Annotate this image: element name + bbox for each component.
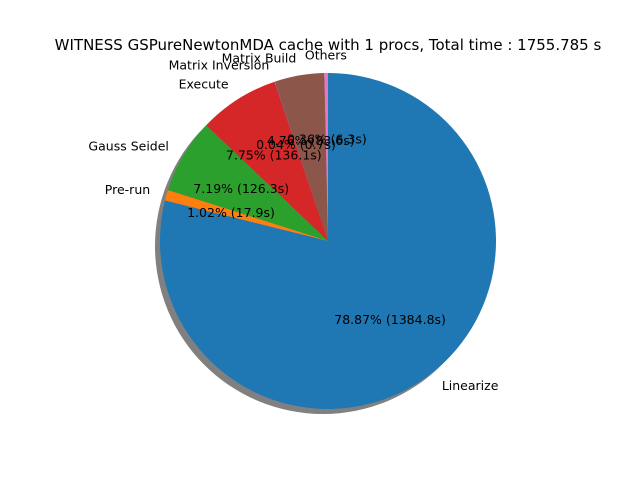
pie-slice-pre-run: [164, 190, 328, 241]
pie-slice-matrix-build: [274, 73, 328, 241]
slice-percent-label: 0.36% (6.3s): [287, 132, 367, 147]
slice-percent-label: 0.04% (0.7s): [256, 137, 336, 152]
slice-percent-label: 7.19% (126.3s): [193, 181, 289, 196]
slice-percent-label: 4.76% (83.6s): [267, 133, 355, 148]
slice-label: Others: [305, 48, 347, 63]
pie-slice-linearize: [160, 73, 497, 410]
slice-label: Gauss Seidel: [88, 138, 168, 153]
slice-label: Matrix Build: [222, 50, 297, 65]
slice-label: Linearize: [442, 378, 499, 393]
pie-slices: [160, 73, 497, 410]
slice-label: Matrix Inversion: [169, 57, 270, 72]
slice-label: Execute: [179, 77, 229, 92]
slice-percent-label: 78.87% (1384.8s): [334, 312, 446, 327]
slice-percent-label: 7.75% (136.1s): [226, 148, 322, 163]
pie-slice-matrix-inversion: [274, 81, 328, 241]
slice-percent-labels: 0.36% (6.3s)4.76% (83.6s)0.04% (0.7s)7.7…: [187, 132, 446, 327]
chart-title: WITNESS GSPureNewtonMDA cache with 1 pro…: [55, 36, 602, 54]
slice-percent-label: 1.02% (17.9s): [187, 205, 275, 220]
pie-slice-execute: [206, 81, 328, 241]
pie-slice-gauss-seidel: [167, 125, 328, 241]
pie-slice-others: [324, 73, 328, 241]
slice-label: Pre-run: [105, 182, 150, 197]
